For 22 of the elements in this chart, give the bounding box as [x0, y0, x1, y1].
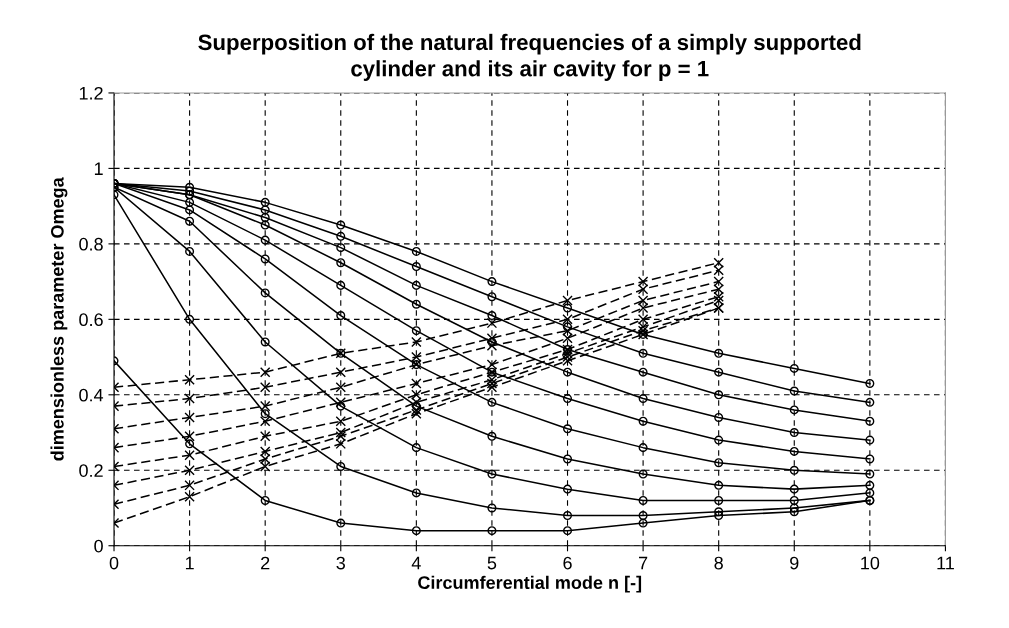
x-tick-label: 0	[109, 556, 119, 570]
x-tick-label: 3	[336, 556, 345, 570]
y-tick-label: 0.2	[79, 464, 103, 477]
x-tick-label: 1	[185, 556, 194, 570]
x-tick-label: 11	[937, 556, 954, 570]
y-axis-title: dimensionless parameter Omega	[50, 177, 68, 461]
y-tick-label: 0.6	[79, 313, 103, 327]
x-tick-label: 9	[790, 556, 799, 570]
x-axis-title: Circumferential mode n [-]	[418, 575, 642, 593]
x-tick-label: 4	[411, 556, 421, 570]
x-tick-label: 5	[487, 556, 497, 570]
x-tick-label: 8	[714, 556, 723, 570]
y-tick-label: 1	[94, 162, 103, 175]
y-tick-label: 0	[94, 539, 103, 553]
x-tick-label: 6	[563, 556, 572, 570]
y-tick-label: 0.4	[79, 388, 104, 402]
x-tick-label: 2	[261, 556, 270, 570]
y-tick-label: 1.2	[79, 86, 103, 100]
x-tick-label: 7	[639, 556, 648, 570]
y-tick-label: 0.8	[79, 237, 103, 251]
x-tick-label: 10	[861, 556, 880, 570]
chart-title: Superposition of the natural frequencies of a simply supported cylinder and its air cavity for p = 1	[198, 33, 861, 81]
